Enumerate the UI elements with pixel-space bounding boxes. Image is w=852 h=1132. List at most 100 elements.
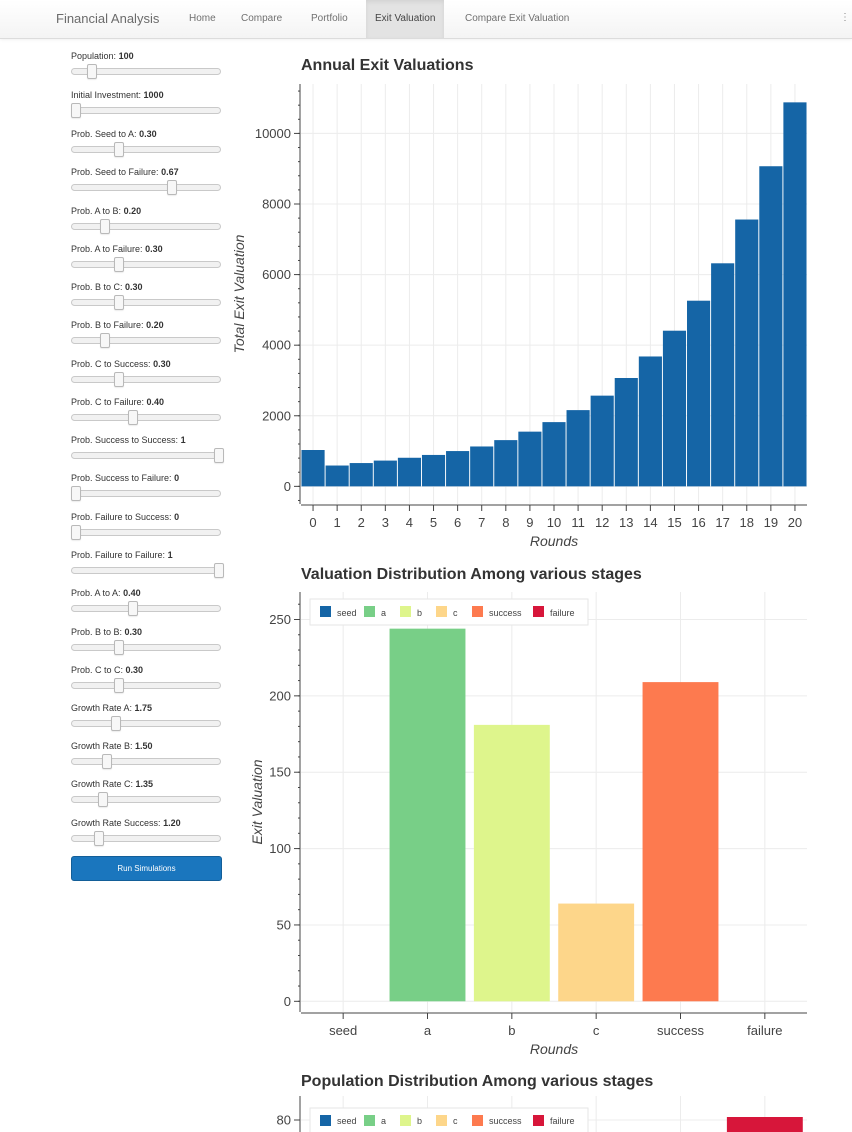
slider-track[interactable] — [71, 64, 221, 79]
slider-track[interactable] — [71, 754, 221, 769]
slider-control: Prob. A to A: 0.40 — [71, 587, 221, 616]
slider-handle[interactable] — [113, 640, 124, 655]
slider-track[interactable] — [71, 525, 221, 540]
slider-handle[interactable] — [98, 792, 109, 807]
slider-track[interactable] — [71, 601, 221, 616]
y-tick-label: 0 — [284, 479, 291, 494]
slider-label-text: Population: — [71, 51, 117, 61]
x-tick-label: 18 — [740, 515, 754, 530]
slider-track[interactable] — [71, 563, 224, 578]
slider-label-text: Prob. Success to Success: — [71, 435, 179, 445]
slider-label: Prob. A to B: 0.20 — [71, 205, 221, 217]
slider-handle[interactable] — [93, 831, 104, 846]
slider-handle[interactable] — [166, 180, 177, 195]
slider-value: 0.40 — [123, 588, 141, 598]
bar-10 — [542, 422, 566, 487]
slider-value: 1 — [180, 435, 186, 445]
slider-label-text: Growth Rate B: — [71, 741, 133, 751]
slider-control: Prob. Seed to Failure: 0.67 — [71, 166, 221, 195]
x-tick-label: 11 — [571, 515, 585, 530]
slider-track[interactable] — [71, 716, 221, 731]
slider-track[interactable] — [71, 142, 221, 157]
slider-value: 1.20 — [163, 818, 181, 828]
slider-label: Prob. B to Failure: 0.20 — [71, 319, 221, 331]
nav-portfolio[interactable]: Portfolio — [311, 13, 348, 24]
slider-track[interactable] — [71, 792, 221, 807]
slider-control: Prob. Failure to Failure: 1 — [71, 549, 224, 578]
bar-12 — [590, 395, 614, 487]
slider-control: Prob. A to B: 0.20 — [71, 205, 221, 234]
run-simulations-button[interactable]: Run Simulations — [71, 856, 222, 881]
slider-track[interactable] — [71, 333, 221, 348]
bar-7 — [470, 446, 494, 487]
slider-control: Growth Rate B: 1.50 — [71, 740, 221, 769]
slider-handle[interactable] — [71, 525, 81, 540]
slider-handle[interactable] — [71, 103, 81, 118]
bar-20 — [783, 102, 807, 487]
x-tick-label: 20 — [788, 515, 802, 530]
slider-track[interactable] — [71, 831, 221, 846]
slider-handle[interactable] — [214, 563, 224, 578]
slider-handle[interactable] — [214, 448, 224, 463]
x-tick-label: 12 — [595, 515, 609, 530]
slider-track[interactable] — [71, 103, 221, 118]
slider-handle[interactable] — [113, 257, 124, 272]
chart2-title: Valuation Distribution Among various sta… — [301, 566, 642, 583]
bar-15 — [662, 330, 687, 487]
slider-handle[interactable] — [113, 142, 124, 157]
x-tick-label: 3 — [382, 515, 389, 530]
legend-swatch-failure — [533, 1115, 544, 1126]
slider-value: 1000 — [143, 90, 164, 100]
slider-control: Prob. A to Failure: 0.30 — [71, 243, 221, 272]
nav-exit-valuation[interactable]: Exit Valuation — [366, 0, 445, 38]
slider-handle[interactable] — [128, 410, 139, 425]
slider-handle[interactable] — [113, 295, 124, 310]
slider-track[interactable] — [71, 640, 221, 655]
slider-track[interactable] — [71, 448, 224, 463]
slider-track[interactable] — [71, 678, 221, 693]
slider-label: Prob. Success to Success: 1 — [71, 434, 221, 446]
slider-value: 1 — [167, 550, 173, 560]
slider-handle[interactable] — [71, 486, 81, 501]
slider-label: Prob. Failure to Success: 0 — [71, 511, 221, 523]
slider-handle[interactable] — [99, 219, 110, 234]
slider-track[interactable] — [71, 372, 221, 387]
brand-title[interactable]: Financial Analysis — [56, 11, 160, 26]
legend-label-c: c — [453, 608, 458, 618]
slider-value: 100 — [118, 51, 134, 61]
slider-handle[interactable] — [128, 601, 139, 616]
slider-track[interactable] — [71, 295, 221, 310]
slider-handle[interactable] — [99, 333, 110, 348]
slider-track[interactable] — [71, 410, 221, 425]
nav-overflow-icon[interactable]: ⋮ — [840, 12, 850, 23]
slider-track[interactable] — [71, 219, 221, 234]
slider-label: Prob. Seed to Failure: 0.67 — [71, 166, 221, 178]
nav-home[interactable]: Home — [189, 13, 216, 24]
slider-track[interactable] — [71, 257, 221, 272]
slider-label-text: Growth Rate C: — [71, 779, 134, 789]
slider-handle[interactable] — [113, 372, 124, 387]
x-tick-label: 14 — [643, 515, 657, 530]
x-tick-label: success — [657, 1023, 704, 1038]
y-axis-label: Exit Valuation — [249, 759, 265, 844]
slider-track[interactable] — [71, 486, 221, 501]
bar-3 — [373, 460, 397, 487]
slider-track[interactable] — [71, 180, 221, 195]
legend-label-failure: failure — [550, 1116, 575, 1126]
slider-label-text: Prob. A to B: — [71, 206, 122, 216]
y-tick-label: 200 — [269, 688, 291, 703]
x-tick-label: c — [593, 1023, 600, 1038]
slider-label: Growth Rate A: 1.75 — [71, 702, 221, 714]
slider-control: Prob. Failure to Success: 0 — [71, 511, 221, 540]
slider-value: 0 — [174, 512, 180, 522]
slider-control: Prob. B to C: 0.30 — [71, 281, 221, 310]
slider-handle[interactable] — [113, 678, 124, 693]
nav-compare[interactable]: Compare — [241, 13, 283, 24]
bar-2 — [349, 463, 373, 487]
slider-handle[interactable] — [111, 716, 122, 731]
slider-label: Growth Rate C: 1.35 — [71, 778, 221, 790]
slider-handle[interactable] — [102, 754, 113, 769]
nav-compare-exit-valuation[interactable]: Compare Exit Valuation — [465, 13, 570, 24]
slider-handle[interactable] — [86, 64, 97, 79]
